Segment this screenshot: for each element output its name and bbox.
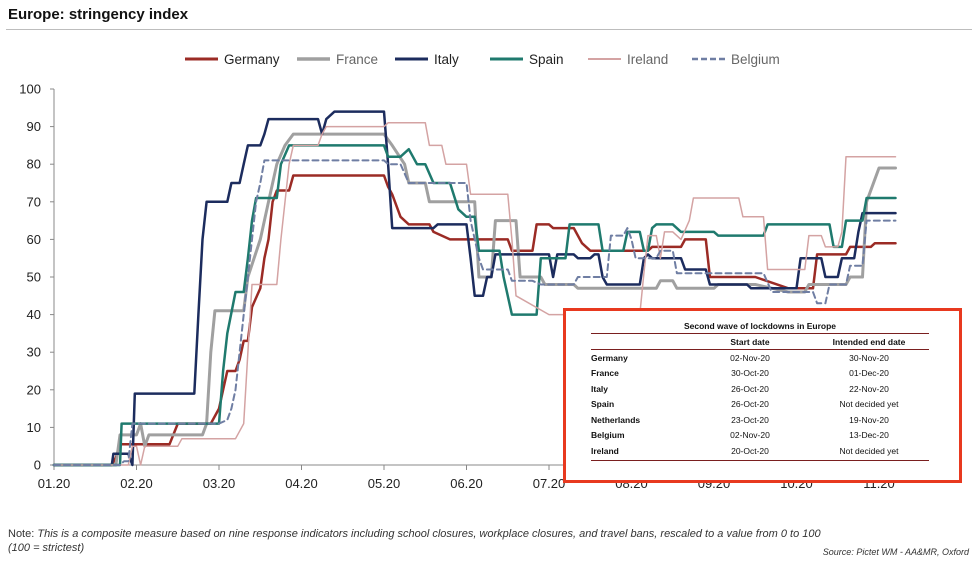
row-country: Ireland (591, 445, 619, 456)
header-country (591, 337, 691, 347)
y-tick-label: 80 (27, 157, 41, 172)
row-start: 02-Nov-20 (730, 430, 770, 441)
row-end: Not decided yet (839, 445, 899, 456)
y-tick-label: 100 (19, 82, 41, 97)
row-country: Belgium (591, 430, 625, 441)
row-country: France (591, 368, 619, 379)
x-tick-label: 03.20 (203, 476, 236, 491)
row-country: Italy (591, 383, 609, 394)
series-line-belgium (53, 159, 897, 466)
table-row: France 30-Oct-20 01-Dec-20 (591, 366, 929, 382)
series-line-italy (52, 110, 897, 467)
legend-label-italy: Italy (434, 52, 459, 67)
row-country: Spain (591, 399, 615, 410)
series-line-ireland (53, 122, 897, 466)
legend-label-germany: Germany (224, 52, 280, 67)
y-tick-label: 40 (27, 307, 41, 322)
footnote-text: This is a composite measure based on nin… (8, 528, 821, 554)
row-start: 30-Oct-20 (731, 368, 769, 379)
row-start: 02-Nov-20 (730, 352, 770, 363)
lockdown-table-header: Start date Intended end date (591, 334, 929, 350)
x-tick-label: 04.20 (285, 476, 318, 491)
table-bottom-rule (591, 459, 929, 461)
y-tick-label: 60 (27, 232, 41, 247)
y-tick-label: 20 (27, 382, 41, 397)
table-row: Spain 26-Oct-20 Not decided yet (591, 397, 929, 413)
legend-label-belgium: Belgium (731, 52, 780, 67)
table-row: Netherlands 23-Oct-20 19-Nov-20 (591, 412, 929, 428)
table-row: Italy 26-Oct-20 22-Nov-20 (591, 381, 929, 397)
legend-label-ireland: Ireland (627, 52, 668, 67)
row-end: 22-Nov-20 (849, 383, 889, 394)
row-start: 23-Oct-20 (731, 414, 769, 425)
row-start: 26-Oct-20 (731, 399, 769, 410)
source-credit: Source: Pictet WM - AA&MR, Oxford (822, 547, 969, 557)
legend-label-france: France (336, 52, 378, 67)
row-end: 01-Dec-20 (849, 368, 889, 379)
table-row: Germany 02-Nov-20 30-Nov-20 (591, 350, 929, 366)
x-tick-label: 05.20 (368, 476, 401, 491)
y-tick-label: 70 (27, 194, 41, 209)
row-end: 13-Dec-20 (849, 430, 889, 441)
lockdown-inset-box: Second wave of lockdowns in Europe Start… (563, 308, 962, 483)
row-country: Netherlands (591, 414, 641, 425)
x-tick-label: 02.20 (120, 476, 153, 491)
x-tick-label: 01.20 (38, 476, 71, 491)
row-country: Germany (591, 352, 628, 363)
table-row: Belgium 02-Nov-20 13-Dec-20 (591, 428, 929, 444)
title-divider (6, 29, 972, 30)
table-row: Ireland 20-Oct-20 Not decided yet (591, 443, 929, 459)
series-line-germany (52, 174, 897, 467)
x-tick-label: 06.20 (450, 476, 483, 491)
chart-title: Europe: stringency index (8, 6, 189, 23)
series-line-spain (52, 144, 897, 467)
y-tick-label: 90 (27, 119, 41, 134)
y-tick-label: 30 (27, 345, 41, 360)
row-end: 30-Nov-20 (849, 352, 889, 363)
header-end-date: Intended end date (832, 337, 906, 347)
row-end: Not decided yet (839, 399, 899, 410)
y-tick-label: 10 (27, 420, 41, 435)
footnote: Note: This is a composite measure based … (8, 527, 828, 555)
y-tick-label: 0 (34, 458, 41, 473)
row-start: 26-Oct-20 (731, 383, 769, 394)
x-tick-label: 07.20 (533, 476, 566, 491)
footnote-label: Note: (8, 528, 35, 540)
lockdown-table-title: Second wave of lockdowns in Europe (591, 321, 929, 334)
header-start-date: Start date (730, 337, 770, 347)
lockdown-table: Second wave of lockdowns in Europe Start… (591, 321, 929, 461)
series-line-france (52, 132, 897, 467)
y-tick-label: 50 (27, 270, 41, 285)
row-end: 19-Nov-20 (849, 414, 889, 425)
legend-label-spain: Spain (529, 52, 564, 67)
row-start: 20-Oct-20 (731, 445, 769, 456)
